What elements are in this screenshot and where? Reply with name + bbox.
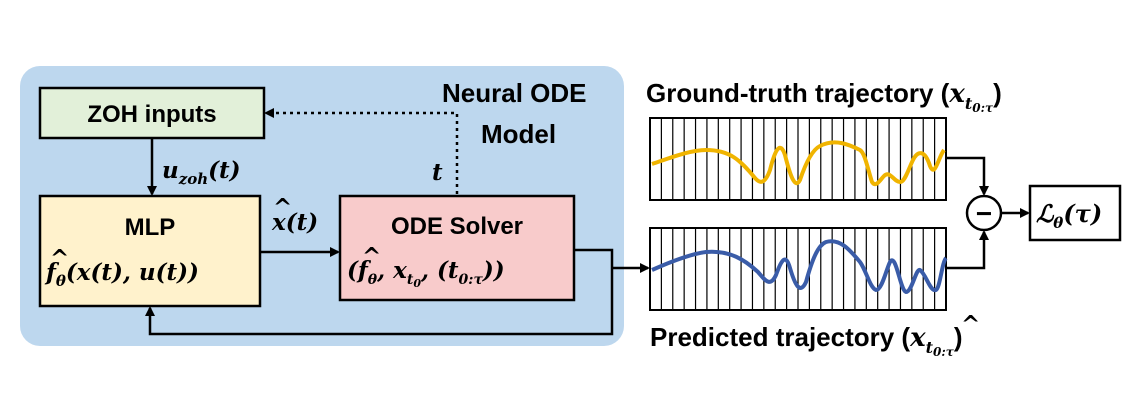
- ode-solver-box[interactable]: [338, 194, 576, 302]
- loss-formula: ℒθ(τ): [1036, 199, 1102, 232]
- predicted-hat: ^: [961, 311, 980, 338]
- subtraction-symbol: −: [976, 198, 992, 229]
- predicted-plot: [649, 227, 948, 311]
- mlp-label: MLP: [125, 214, 176, 241]
- predicted-title: Predicted trajectory (xt0:τ): [650, 322, 963, 359]
- ode-solver-formula: (fθ, xt0, (t0:τ)): [347, 257, 505, 290]
- mlp-box[interactable]: [38, 194, 262, 308]
- panel-label-line1: Neural ODE: [442, 78, 587, 108]
- mlp-formula: fθ(x(t), u(t)): [44, 259, 199, 290]
- predicted-curve: [651, 239, 948, 295]
- ground-truth-curve: [651, 140, 946, 187]
- u-zoh-label: uzoh(t): [162, 157, 241, 188]
- panel-label-line2: Model: [481, 119, 556, 149]
- mlp-hat: ^: [50, 245, 69, 272]
- xdot-hat: ^: [273, 194, 292, 221]
- loss-box[interactable]: [1028, 184, 1122, 242]
- ode-solver-label: ODE Solver: [391, 213, 523, 240]
- ode-hat: ^: [362, 243, 381, 270]
- xdot-label: x(t): [271, 209, 318, 236]
- zoh-inputs-label: ZOH inputs: [87, 101, 216, 128]
- arrow-pred-to-minus: [946, 230, 989, 270]
- ground-truth-gridlines: [660, 118, 936, 200]
- arrow-gt-to-minus: [946, 156, 989, 196]
- predicted-gridlines: [660, 228, 936, 310]
- ground-truth-title: Ground-truth trajectory (xt0:τ): [646, 78, 1002, 115]
- ground-truth-plot: [649, 117, 947, 201]
- arrow-ode-to-mlp-feedback: [145, 248, 614, 336]
- t-label: t: [432, 159, 443, 186]
